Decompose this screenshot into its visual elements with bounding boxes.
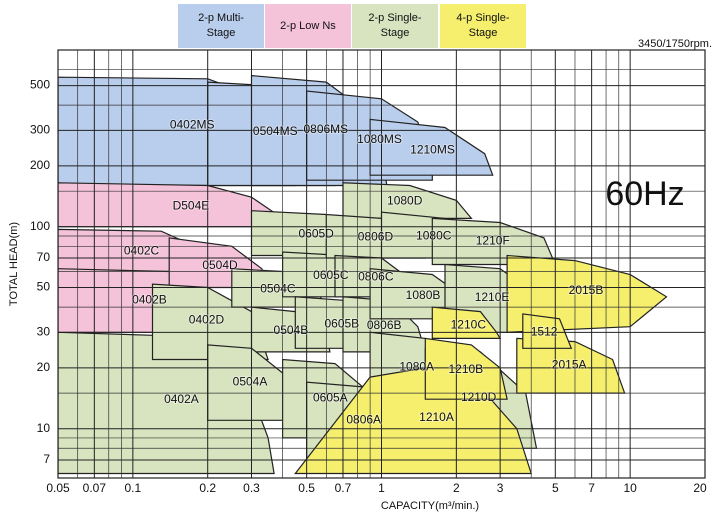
region-label: 1210MS <box>410 142 455 156</box>
region <box>431 306 502 339</box>
x-tick-label: 10 <box>623 481 637 495</box>
region-label: 1080D <box>387 193 423 207</box>
y-tick-label: 50 <box>37 280 51 294</box>
y-tick-label: 200 <box>30 158 50 172</box>
region-label: 2015B <box>569 283 604 297</box>
x-axis-label: CAPACITY(m³/min.) <box>381 500 479 512</box>
region-label: 0504B <box>274 323 309 337</box>
x-tick-label: 0.07 <box>83 481 107 495</box>
region-label: 0806MS <box>303 122 348 136</box>
x-tick-label: 0.3 <box>243 481 260 495</box>
region-label: 1512 <box>531 325 558 339</box>
legend-item: 2-p Multi-Stage <box>178 4 264 48</box>
x-tick-label: 2 <box>453 481 460 495</box>
x-tick-label: 0.05 <box>46 481 70 495</box>
legend-label: 4-p Single-Stage <box>456 12 510 39</box>
legend-item: 2-p Low Ns <box>265 4 351 48</box>
region-label: 0402C <box>124 243 160 257</box>
region-label: 0806C <box>358 269 394 283</box>
x-tick-label: 0.1 <box>125 481 142 495</box>
y-tick-label: 10 <box>37 421 51 435</box>
region-label: 1210B <box>448 362 483 376</box>
region-label: 1210E <box>475 290 510 304</box>
region <box>424 337 508 400</box>
frequency-label: 60Hz <box>605 175 684 213</box>
x-tick-label: 20 <box>693 481 707 495</box>
region-label: 1210C <box>451 318 487 332</box>
plot-border <box>57 49 706 479</box>
legend-item: 4-p Single-Stage <box>440 4 526 48</box>
y-tick-label: 30 <box>37 325 51 339</box>
x-tick-label: 3 <box>497 481 504 495</box>
region-label: 0504C <box>260 281 296 295</box>
region-label: 0402MS <box>170 118 215 132</box>
legend-label: 2-p Low Ns <box>280 19 336 32</box>
y-tick-label: 20 <box>37 360 51 374</box>
rpm-note: 3450/1750rpm. <box>638 38 712 50</box>
y-axis-label: TOTAL HEAD(m) <box>8 222 20 306</box>
region-label: 1080MS <box>357 132 402 146</box>
y-tick-label: 70 <box>37 250 51 264</box>
region-label: 0605D <box>298 227 334 241</box>
region-label: 0605C <box>313 268 349 282</box>
legend-item: 2-p Single-Stage <box>352 4 438 48</box>
region-label: 1210A <box>419 410 454 424</box>
region-label: 0504MS <box>253 124 298 138</box>
y-tick-label: 500 <box>30 78 50 92</box>
region-label: 0504A <box>233 374 268 388</box>
x-tick-label: 0.2 <box>199 481 216 495</box>
region-label: 1080A <box>399 360 434 374</box>
x-tick-label: 0.7 <box>335 481 352 495</box>
legend-label: 2-p Multi-Stage <box>198 12 244 39</box>
region-label: 0806A <box>346 413 381 427</box>
region-label: D504E <box>173 198 210 212</box>
region-label: 0605A <box>313 391 348 405</box>
y-tick-label: 100 <box>30 219 50 233</box>
region-label: 0806B <box>367 318 402 332</box>
x-tick-label: 7 <box>588 481 595 495</box>
region-label: 1080C <box>416 229 452 243</box>
x-tick-label: 1 <box>378 481 385 495</box>
region-label: 2015A <box>552 357 587 371</box>
region-label: 1080B <box>406 288 441 302</box>
region-label: 0806D <box>358 230 394 244</box>
region-label: 0402A <box>164 392 199 406</box>
region-label: 0504D <box>202 258 238 272</box>
region-label: 0402D <box>189 313 225 327</box>
x-tick-label: 0.5 <box>298 481 315 495</box>
region-label: 0402B <box>132 292 167 306</box>
region-label: 0605B <box>324 316 359 330</box>
region-label: 1210D <box>461 390 497 404</box>
region-label: 1210F <box>476 234 510 248</box>
y-tick-label: 300 <box>30 123 50 137</box>
legend-label: 2-p Single-Stage <box>368 12 422 39</box>
x-tick-label: 5 <box>552 481 559 495</box>
y-tick-label: 7 <box>43 452 50 466</box>
grid <box>57 50 706 478</box>
